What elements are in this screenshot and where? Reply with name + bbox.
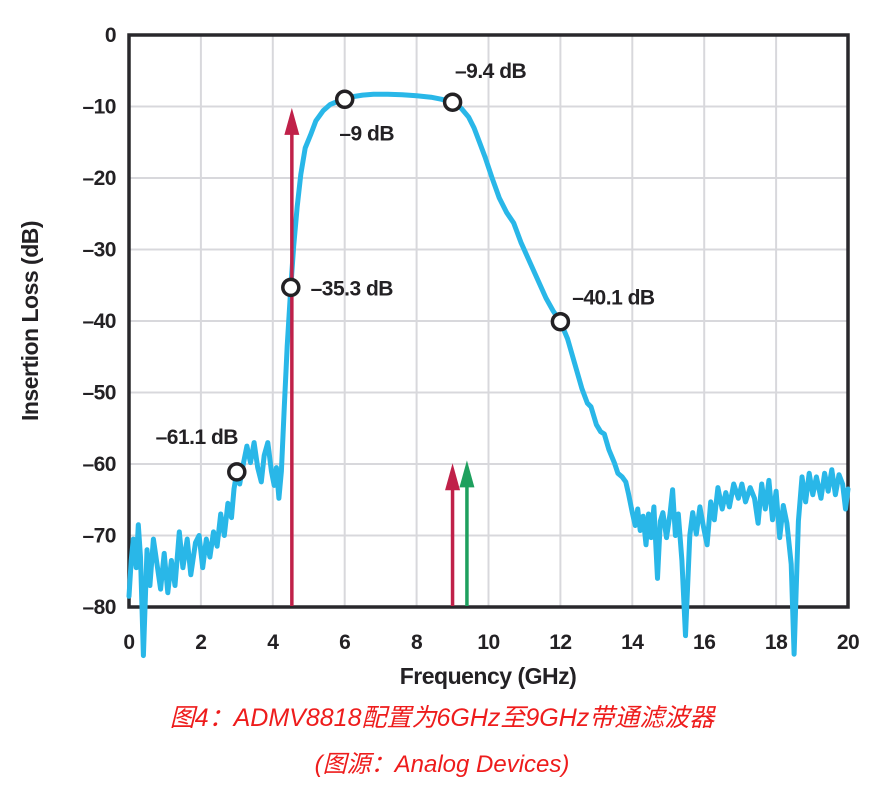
lo1-arrow-head bbox=[284, 107, 300, 135]
x-tick-label: 20 bbox=[837, 631, 859, 654]
x-tick-label: 0 bbox=[123, 631, 134, 654]
insertion-loss-chart: –61.1 dB –35.3 dB –9 dB –9.4 dB –40.1 dB 0 2 4… bbox=[17, 24, 860, 689]
figure-source: (图源：Analog Devices) bbox=[314, 751, 570, 778]
x-tick-label: 12 bbox=[549, 631, 571, 654]
y-tick-label: –70 bbox=[82, 525, 116, 548]
gridlines bbox=[129, 35, 848, 607]
x-tick-label: 10 bbox=[477, 631, 499, 654]
figure-caption: 图4：ADMV8818配置为6GHz至9GHz带通滤波器 bbox=[169, 704, 715, 732]
x-tick-label: 14 bbox=[621, 631, 644, 654]
x-tick-label: 4 bbox=[267, 631, 279, 654]
insertion-loss-curve bbox=[126, 91, 851, 659]
data-point-label: –35.3 dB bbox=[311, 277, 394, 300]
y-tick-label: –30 bbox=[82, 239, 116, 262]
y-tick-label: 0 bbox=[105, 24, 116, 47]
data-point-label: –61.1 dB bbox=[156, 426, 239, 449]
data-point-label: –9.4 dB bbox=[455, 60, 527, 83]
x-tick-label: 18 bbox=[765, 631, 788, 654]
data-point-marker bbox=[281, 277, 301, 298]
data-point-marker bbox=[550, 311, 571, 332]
data-point-markers bbox=[227, 89, 571, 482]
lo2-arrow-head bbox=[445, 463, 461, 491]
y-tick-label: –50 bbox=[82, 382, 116, 405]
y-tick-label: –40 bbox=[82, 310, 116, 333]
y-tick-labels: 0 –10 –20 –30 –40 –50 –60 –70 –80 bbox=[82, 24, 116, 619]
plot-border bbox=[127, 33, 850, 609]
data-point-label: –9 dB bbox=[339, 122, 394, 145]
data-point-label: –40.1 dB bbox=[572, 287, 655, 310]
lo-frequency-arrows bbox=[284, 107, 475, 606]
data-point-marker bbox=[334, 89, 355, 110]
y-tick-label: –80 bbox=[82, 596, 116, 619]
y-tick-label: –20 bbox=[82, 167, 116, 190]
data-point-marker bbox=[227, 462, 247, 482]
x-tick-label: 2 bbox=[195, 631, 206, 654]
x-tick-label: 16 bbox=[693, 631, 715, 654]
y-tick-label: –60 bbox=[82, 453, 116, 476]
x-tick-label: 6 bbox=[339, 631, 350, 654]
x-tick-label: 8 bbox=[411, 631, 423, 654]
lo3-arrow-head bbox=[459, 460, 475, 488]
x-tick-labels: 0 2 4 6 8 10 12 14 16 18 20 bbox=[123, 631, 859, 654]
data-point-labels: –61.1 dB –35.3 dB –9 dB –9.4 dB –40.1 dB bbox=[156, 60, 656, 449]
x-axis-title: Frequency (GHz) bbox=[400, 663, 577, 689]
data-point-marker bbox=[442, 92, 463, 112]
y-axis-title: Insertion Loss (dB) bbox=[17, 221, 43, 421]
y-tick-label: –10 bbox=[82, 96, 116, 119]
